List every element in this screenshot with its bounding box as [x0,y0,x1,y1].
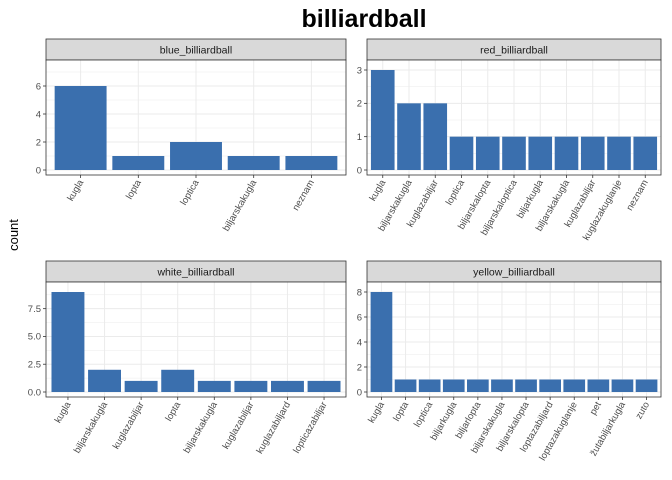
plot-background [367,282,661,397]
bar [539,379,561,392]
x-tick-label: biljarskakugla [182,399,221,455]
x-tick-label: kugla [366,399,387,425]
bar [580,136,605,170]
x-tick-label: lopta [391,399,411,423]
bar [307,380,341,392]
facet-panel: yellow_billiardball 0 2 4 6 8 kugla lopta loptic… [357,260,662,463]
bar [467,379,489,392]
x-tick-label: kugla [367,177,388,203]
bar [170,142,222,170]
y-tick-label: 0 [36,165,41,176]
facet-strip-label: red_billiardball [480,45,548,57]
bar [475,136,500,170]
x-tick-label: kugla [65,177,86,203]
y-tick-label: 3 [357,65,362,76]
x-tick-label: neznam [624,178,650,213]
chart-title: billiardball [301,5,426,33]
bar [611,379,634,392]
x-tick-label: biljarskakugla [72,399,111,455]
bar [161,369,195,392]
bar [491,379,513,392]
bar [423,103,448,170]
bar [528,136,553,170]
facet-strip-label: yellow_billiardball [473,267,555,279]
y-tick-label: 7.5 [28,304,41,315]
bar [394,379,417,392]
bar [370,292,393,392]
facet-panel: red_billiardball0123kuglabiljarskakuglak… [357,38,662,243]
bar [124,380,158,392]
y-tick-label: 8 [357,287,362,298]
bar [633,136,658,170]
x-tick-label: kuglazabiljar [111,400,147,451]
x-tick-label: loptica [178,177,202,207]
bar [197,380,231,392]
bar [227,156,280,170]
x-tick-label: lopta [163,399,183,423]
y-tick-label: 6 [357,312,362,323]
x-tick-label: loptica [444,177,468,207]
x-tick-label: kuglazabiljard [254,400,293,456]
x-tick-label: loptica [412,399,436,429]
bar [418,379,441,392]
x-tick-label: pet [588,400,604,417]
facet-panel: white_billiardball0.02.55.07.5kuglabilja… [28,260,347,456]
y-tick-label: 2 [36,137,41,148]
y-tick-label: 0 [357,165,362,176]
y-tick-label: 5.0 [28,332,41,343]
bar [515,379,537,392]
bar [271,380,304,392]
y-tick-label: 1 [357,132,362,143]
bar [635,379,658,392]
y-tick-label: 4 [36,109,41,120]
bar [285,156,338,170]
x-tick-label: neznam [291,178,317,213]
bar [234,380,268,392]
y-tick-label: 0 [357,387,362,398]
x-tick-label: kuglazabiljar [221,400,257,451]
x-tick-label: kugla [53,399,74,425]
bar [88,369,121,392]
bar [370,70,395,170]
x-tick-label: zuto [634,400,653,421]
facet-panel: blue_billiardball 0 2 4 6 kugla lopta loptica bi… [36,38,347,233]
bar [502,136,526,170]
bar [51,292,85,392]
y-tick-label: 0.0 [28,387,41,398]
facet-strip-label: white_billiardball [156,267,234,279]
bar [607,136,631,170]
bar [587,379,610,392]
y-tick-label: 6 [36,81,41,92]
y-tick-label: 2 [357,362,362,373]
bar [54,86,107,170]
y-axis-label: count [6,219,21,251]
y-tick-label: 2.5 [28,360,41,371]
panel-border [45,281,347,398]
bar [397,103,421,170]
bar [442,379,465,392]
bar [449,136,474,170]
x-tick-label: biljarskakugla [221,177,260,233]
bar [563,379,586,392]
x-tick-label: lopticazabiljar [291,400,329,455]
x-tick-label: lopta [124,177,144,201]
y-tick-label: 2 [357,99,362,110]
y-tick-label: 4 [357,337,362,348]
bar [112,156,165,170]
facet-strip-label: blue_billiardball [160,45,232,57]
bar [554,136,579,170]
panel-border [366,281,662,398]
